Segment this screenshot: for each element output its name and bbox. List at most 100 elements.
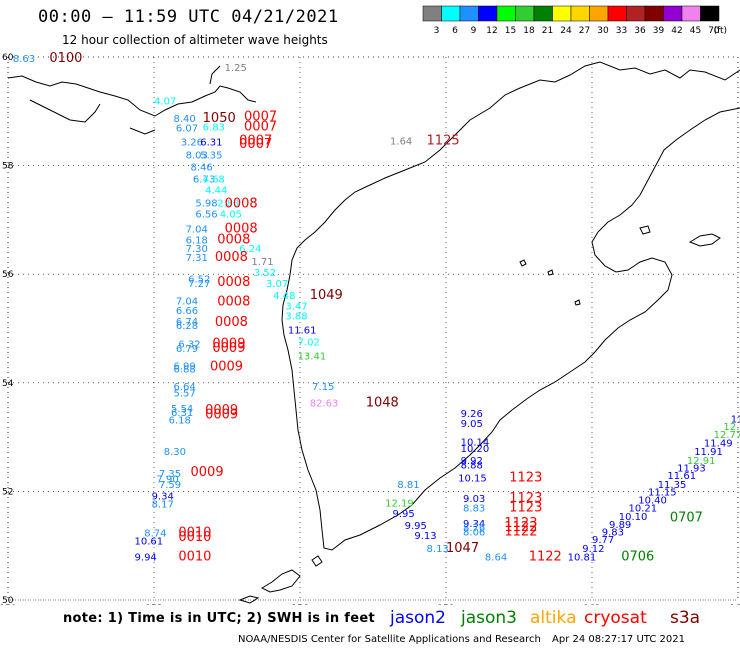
legend-tick-label: 15: [505, 26, 516, 35]
wave-height-value: 6.31: [200, 138, 222, 149]
legend-unit-label: (ft): [713, 26, 727, 35]
wave-height-value: 10.40: [638, 496, 667, 507]
okhotsk-north-coastline: [7, 75, 257, 117]
latitude-label: 54: [2, 379, 14, 389]
wave-height-value: 1.64: [390, 137, 412, 148]
satellite-name-jason2: jason2: [390, 608, 446, 628]
wave-height-value: 4.05: [220, 209, 242, 220]
wave-height-value: 10.14: [461, 437, 490, 448]
longitude-label: 150: [0, 604, 17, 605]
pass-time-label: 0010: [178, 530, 211, 545]
wave-height-value: 10.15: [458, 473, 487, 484]
latitude-label: 52: [2, 487, 13, 497]
wave-height-value: 4.44: [205, 185, 227, 196]
satellite-name-cryosat: cryosat: [584, 608, 647, 628]
latitude-label: 58: [2, 162, 14, 172]
satellite-name-s3a: s3a: [670, 608, 701, 628]
wave-height-value: 8.74: [144, 529, 166, 540]
pass-time-label: 1047: [446, 541, 479, 556]
wave-height-value: 10.21: [629, 504, 658, 515]
satellite-name-jason3: jason3: [461, 608, 517, 628]
legend-tick-label: 42: [671, 26, 682, 35]
wave-height-value: 8.83: [463, 504, 485, 515]
wave-height-value: 7.35: [159, 469, 181, 480]
wave-height-value: 11.61: [288, 326, 317, 337]
legend-tick-label: 12: [486, 26, 497, 35]
wave-height-value: 7.31: [186, 253, 208, 264]
wave-height-value: 7.90: [156, 474, 178, 485]
legend-tick-label: 27: [579, 26, 590, 35]
legend-swatch: [700, 5, 720, 22]
wave-height-value: 9.92: [461, 456, 483, 467]
color-scale-legend: 3 6 9 12 15 18 21 24 27 30 33 36 39 42 45 70(ft): [422, 5, 727, 35]
wave-height-value: 6.18: [169, 416, 191, 427]
axis-labels: 150 153 156 159 162 165 60 58 56 54 52 50: [0, 53, 740, 605]
wave-height-value: 6.74: [176, 317, 198, 328]
footer-credit: NOAA/NESDIS Center for Satellite Applica…: [238, 634, 541, 645]
pass-time-label: 1122: [529, 550, 562, 565]
pass-time-label: 1123: [509, 491, 542, 506]
legend-tick-label: 9: [471, 26, 477, 35]
longitude-label: 165: [729, 604, 740, 605]
footer-note: note: 1) Time is in UTC; 2) SWH is in fe…: [63, 611, 375, 626]
wave-height-value: 9.03: [463, 494, 485, 505]
wave-height-value: 9.95: [405, 521, 427, 532]
wave-height-value: 6.07: [176, 124, 198, 135]
legend-tick-label: 45: [690, 26, 701, 35]
wave-height-value: 8.63: [13, 54, 35, 65]
latitude-label: 60: [2, 53, 14, 63]
wave-height-value: 3.07: [266, 279, 288, 290]
wave-height-value: 9.89: [609, 520, 631, 531]
wave-height-value: 7.15: [312, 382, 334, 393]
wave-height-value: 7.04: [176, 296, 198, 307]
pass-time-label: 0008: [217, 294, 250, 309]
pass-time-label: 0008: [217, 232, 250, 247]
wave-height-value: 10.20: [461, 444, 490, 455]
wave-height-value: 13.41: [298, 352, 327, 363]
wave-height-value: 1.25: [225, 63, 247, 74]
wave-height-value: 8.17: [152, 499, 174, 510]
wave-height-value: 12.77: [714, 430, 740, 441]
pass-time-label: 0009: [191, 465, 224, 480]
page-title: 00:00 – 11:59 UTC 04/21/2021: [38, 7, 339, 27]
map-frame: [7, 56, 739, 601]
wave-height-value: 4.07: [154, 96, 176, 107]
pass-time-label: 1123: [504, 516, 537, 531]
pass-time-label: 0706: [621, 550, 654, 565]
longitude-label: 156: [291, 604, 308, 605]
small-islands: [519, 259, 581, 306]
wave-height-value: 8.03: [186, 151, 208, 162]
wave-height-value: 9.83: [602, 528, 624, 539]
wave-height-value: 3.47: [285, 302, 307, 313]
legend-tick-label: 70: [708, 26, 720, 35]
pass-time-label: 0007: [244, 120, 277, 135]
wave-height-value: 8.40: [173, 114, 195, 125]
wave-height-value: 6.83: [203, 123, 225, 134]
wave-height-value: 12.1: [723, 422, 740, 433]
wave-height-value: 7.59: [159, 480, 181, 491]
wave-height-value: 5.98: [195, 199, 217, 210]
wave-height-value: 4.68: [203, 175, 225, 186]
pass-time-label: 0008: [215, 250, 248, 265]
wave-height-value: 7.27: [188, 279, 210, 290]
wave-height-value: 9.05: [461, 419, 483, 430]
pass-time-label: 0009: [212, 337, 245, 352]
pass-time-label: 0009: [210, 360, 243, 375]
pass-time-label: 0007: [239, 134, 272, 149]
wave-height-value: 3.26: [181, 138, 203, 149]
wave-height-value: 12.91: [687, 456, 716, 467]
wave-height-value: 6.73: [193, 175, 215, 186]
kuril-islands: [238, 555, 323, 604]
legend-tick-label: 36: [634, 26, 646, 35]
wave-height-value: 6.52: [188, 275, 210, 286]
wave-height-value: 6.31: [171, 408, 193, 419]
pass-time-label: 0008: [215, 315, 248, 330]
wave-height-value: 9.13: [414, 531, 436, 542]
wave-height-value: 10.61: [135, 536, 164, 547]
pass-time-label: 0707: [670, 510, 703, 525]
pass-time-label: 0009: [205, 407, 238, 422]
wave-height-value: 8.81: [397, 480, 419, 491]
wave-height-value: 8.13: [427, 544, 449, 555]
pass-time-label: 1125: [427, 134, 460, 149]
